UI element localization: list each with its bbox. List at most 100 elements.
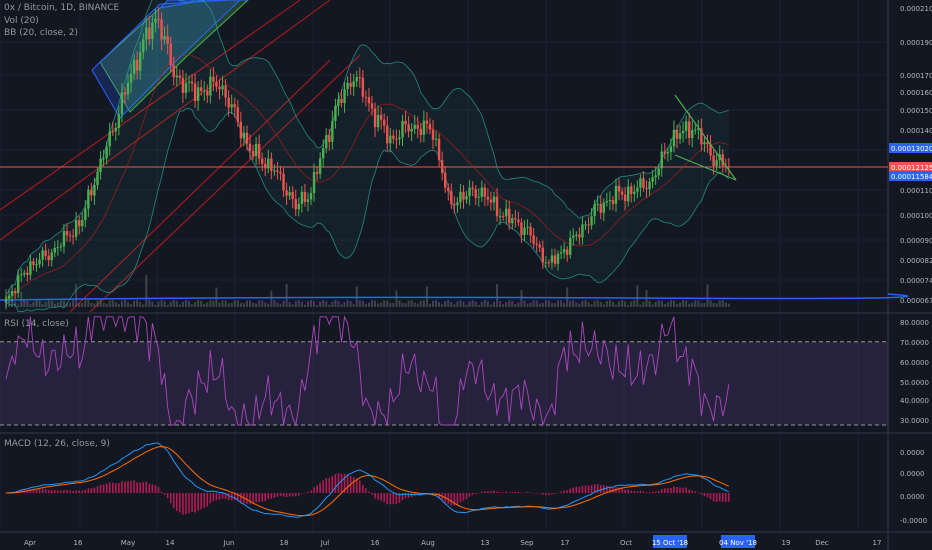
bb-fill: [6, 0, 729, 312]
macd-histogram-bar: [365, 488, 367, 493]
volume-bar: [633, 300, 636, 307]
macd-histogram-bar: [685, 487, 687, 493]
axes[interactable]: 0.00021000 0.00019000 0.00017000 0.00016000…: [24, 5, 932, 548]
candle: [38, 252, 41, 268]
volume-bar: [496, 284, 499, 307]
macd-histogram-bar: [386, 493, 389, 505]
macd-histogram-bar: [569, 488, 572, 493]
macd-histogram-bar: [679, 487, 681, 493]
price-badge-label: 0.00013020: [891, 145, 932, 153]
candle: [370, 95, 374, 116]
candle-body: [206, 90, 209, 96]
candle-body: [379, 114, 383, 120]
volume-bar: [493, 301, 495, 307]
macd-histogram-bar: [343, 473, 346, 493]
candle-body: [294, 199, 297, 210]
macd-histogram-bar: [581, 485, 584, 493]
candle-body: [172, 65, 175, 78]
candle: [581, 216, 584, 245]
volume-bar: [127, 302, 129, 307]
candle-body: [413, 124, 416, 129]
candle-body: [282, 173, 285, 191]
candle-body: [651, 177, 654, 182]
volume-bar: [288, 301, 291, 307]
volume-bar: [660, 300, 663, 307]
volume-bar: [239, 303, 242, 307]
volume-bar: [270, 290, 273, 307]
volume-bar: [59, 300, 62, 307]
candle-body: [267, 158, 270, 169]
macd-histogram-bar: [398, 493, 401, 503]
price-tick-label: 0.00019000: [900, 39, 932, 47]
macd-pane[interactable]: [5, 442, 730, 518]
volume-bar: [682, 300, 685, 307]
candle-body: [297, 203, 300, 210]
volume-bar: [23, 300, 26, 307]
volume-bar: [453, 304, 456, 307]
candle-body: [300, 191, 304, 204]
candle: [535, 236, 538, 253]
candle-body: [566, 249, 569, 255]
candle-body: [688, 121, 691, 138]
macd-histogram-bar: [618, 487, 620, 493]
macd-histogram-bar: [676, 487, 678, 493]
candle: [654, 167, 657, 185]
macd-histogram-bar: [166, 493, 169, 499]
price-tick-label: 0.00010000: [900, 212, 932, 220]
volume-bar: [11, 300, 14, 307]
candle: [4, 295, 8, 310]
blue-channel: [158, 0, 248, 9]
volume-bar: [181, 301, 184, 307]
candle: [639, 174, 642, 197]
candle-body: [581, 224, 584, 238]
candle-body: [71, 235, 75, 237]
macd-histogram-bar: [346, 474, 349, 493]
macd-line: [5, 442, 729, 518]
time-tick-label: 19: [782, 539, 791, 547]
candle-body: [386, 125, 389, 144]
candle: [322, 139, 325, 168]
candle: [517, 211, 520, 227]
candle: [349, 73, 352, 96]
candle: [386, 115, 389, 151]
candle: [569, 230, 572, 259]
macd-histogram-bar: [490, 491, 492, 493]
candle-body: [468, 187, 471, 197]
candle-body: [538, 244, 541, 248]
candle: [456, 197, 459, 213]
volume-bar: [233, 300, 236, 307]
price-tick-label: 0.00016000: [900, 89, 932, 97]
volume-bar: [605, 301, 608, 307]
candle: [447, 183, 450, 201]
volume-bar: [688, 303, 691, 307]
candle: [623, 186, 627, 211]
macd-histogram-bar: [487, 491, 489, 493]
candle: [7, 289, 11, 303]
candles[interactable]: [4, 6, 731, 310]
macd-histogram-bar: [139, 482, 141, 493]
macd-histogram-bar: [514, 491, 517, 493]
volume-bar: [465, 304, 468, 307]
candle: [398, 129, 401, 146]
time-tick-label: 16: [371, 539, 380, 547]
macd-histogram-bar: [700, 493, 703, 495]
candle: [389, 128, 392, 153]
volume-bar: [672, 300, 675, 307]
macd-histogram-bar: [636, 491, 639, 493]
macd-histogram-bar: [575, 486, 578, 493]
volume-bar: [367, 302, 370, 307]
macd-histogram-bar: [599, 485, 602, 493]
triangle-upper-line: [674, 94, 737, 181]
time-tick-label: Jun: [223, 539, 235, 547]
macd-histogram-bar: [535, 493, 538, 494]
triangle-pattern[interactable]: [674, 94, 737, 181]
macd-histogram-bar: [133, 480, 135, 493]
candle: [678, 124, 682, 144]
candle: [245, 125, 249, 151]
macd-histogram-bar: [285, 493, 288, 498]
candle-body: [20, 274, 23, 276]
candle: [135, 51, 139, 80]
rsi-pane[interactable]: [0, 315, 888, 427]
